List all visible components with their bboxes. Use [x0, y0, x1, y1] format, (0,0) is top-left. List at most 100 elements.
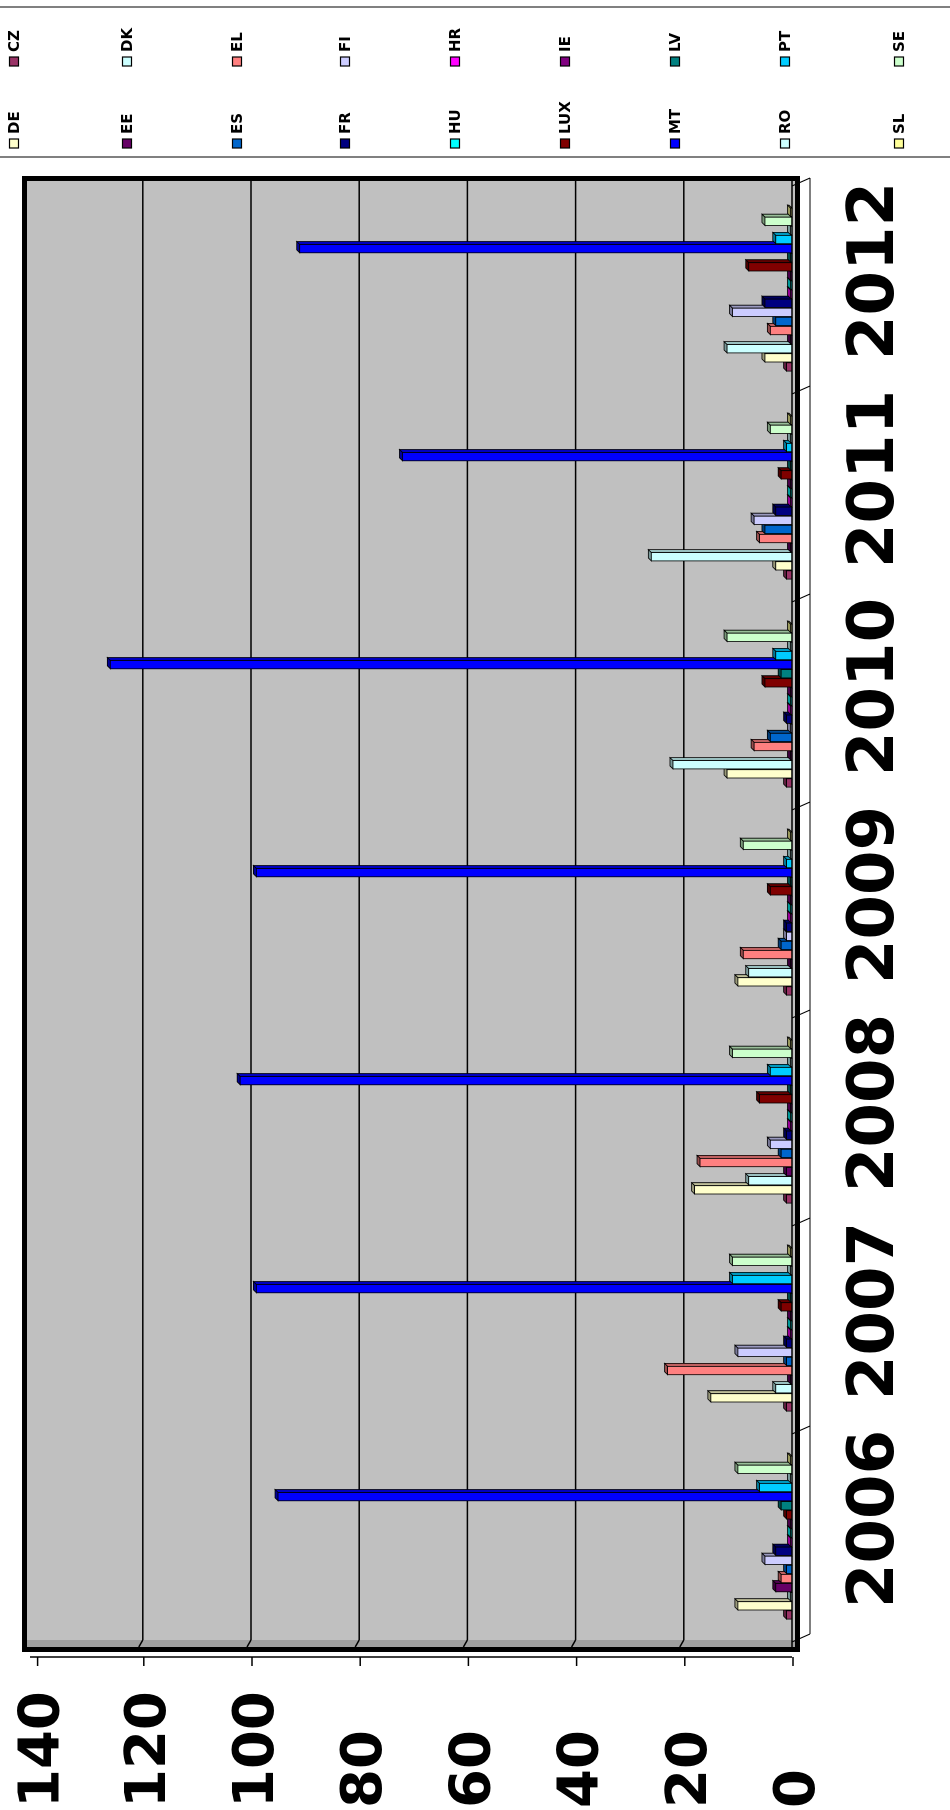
- bar-depth: [663, 1363, 793, 1367]
- legend-item-fi: FI: [336, 36, 354, 67]
- bar: [786, 1564, 793, 1575]
- legend-swatch: [669, 138, 681, 149]
- bar-pt-2006: [755, 1479, 793, 1493]
- bar: [780, 470, 793, 480]
- category-label: 2011: [835, 390, 909, 568]
- legend-item-fr: FR: [336, 112, 354, 149]
- bar: [786, 1510, 793, 1520]
- value-tick-label: 40: [547, 1730, 612, 1808]
- bar-lux-2012: [744, 258, 793, 272]
- bar: [759, 1094, 793, 1104]
- bar-el-2008: [696, 1154, 793, 1168]
- bar: [775, 651, 793, 661]
- legend-swatch: [121, 138, 133, 149]
- bar: [737, 1601, 793, 1611]
- bar: [780, 1501, 793, 1511]
- bar-depth: [733, 1461, 793, 1466]
- bar-se-2006: [733, 1461, 793, 1475]
- category-label: 2008: [835, 1014, 909, 1192]
- gridline-floor: [679, 1639, 685, 1648]
- bar-pt-2010: [771, 647, 793, 661]
- legend-swatch: [339, 56, 351, 67]
- bar-mt-2008: [236, 1072, 793, 1086]
- bar: [786, 1356, 793, 1367]
- legend-label: LUX: [556, 101, 574, 134]
- plot-background: [27, 181, 795, 1647]
- bar: [753, 742, 793, 752]
- legend-item-ee: EE: [118, 114, 136, 149]
- legend-swatch: [121, 56, 133, 67]
- bar: [732, 307, 793, 317]
- bar-se-2010: [723, 629, 793, 643]
- bar: [742, 840, 793, 850]
- bar-de-2006: [733, 1597, 793, 1611]
- category-label: 2009: [835, 806, 909, 984]
- legend-swatch: [8, 138, 20, 149]
- bar: [748, 968, 793, 978]
- bar: [764, 216, 793, 226]
- legend-label: ES: [228, 113, 246, 134]
- bar-pt-2012: [771, 231, 793, 245]
- value-tick-label: 20: [655, 1730, 720, 1808]
- bar: [786, 1402, 793, 1412]
- bar: [748, 1176, 793, 1186]
- value-tick-label: 80: [330, 1730, 395, 1808]
- legend-item-de: DE: [5, 111, 23, 149]
- value-axis: 0 20 40 60 80 100 120 140: [8, 181, 828, 1808]
- bar-depth: [733, 1598, 793, 1603]
- bar: [764, 353, 793, 363]
- bar-fr-2011: [771, 503, 793, 517]
- bar-mt-2010: [106, 656, 793, 670]
- legend-label: RO: [776, 110, 794, 134]
- bar: [759, 1483, 793, 1493]
- legend-swatch: [779, 56, 791, 67]
- legend-label: EL: [228, 32, 246, 52]
- bar-depth: [398, 449, 793, 453]
- bar-el-2009: [739, 946, 793, 960]
- legend-label: FR: [336, 112, 354, 134]
- value-tick-label: 60: [438, 1730, 503, 1808]
- legend-item-hr: HR: [446, 27, 464, 67]
- bar: [786, 362, 793, 372]
- category-tick: [791, 801, 811, 811]
- bar-fr-2009: [782, 919, 793, 933]
- bar-depth: [106, 657, 793, 661]
- bar: [780, 669, 793, 679]
- value-tick-label: 120: [114, 1691, 179, 1808]
- bar-mt-2012: [295, 240, 793, 254]
- bar-pt-2007: [728, 1271, 793, 1285]
- bar-lux-2009: [766, 882, 793, 896]
- bar: [775, 1384, 793, 1394]
- bar-dk-2008: [744, 1172, 793, 1186]
- category-tick: [791, 593, 811, 603]
- bar-mt-2009: [252, 864, 793, 878]
- legend-swatch: [231, 56, 243, 67]
- bar: [764, 1555, 793, 1565]
- category-label: 2007: [835, 1222, 909, 1400]
- bar: [699, 1158, 793, 1168]
- bar-depth: [744, 965, 793, 969]
- bar-fr-2012: [760, 295, 793, 309]
- bar: [753, 515, 793, 525]
- legend-item-ro: RO: [776, 110, 794, 149]
- bar: [775, 1583, 793, 1593]
- bar: [694, 1185, 793, 1195]
- bar-es-2010: [766, 729, 793, 743]
- bar: [786, 1610, 793, 1620]
- legend-swatch: [559, 56, 571, 67]
- bar: [239, 1076, 793, 1086]
- bar-depth: [728, 1253, 793, 1258]
- plot-area: [22, 176, 800, 1652]
- bar: [726, 344, 793, 354]
- gridline-floor: [246, 1639, 252, 1648]
- bar: [726, 632, 793, 642]
- legend-swatch: [669, 56, 681, 67]
- bar-dk-2011: [647, 548, 793, 562]
- bar: [710, 1393, 793, 1403]
- bar-dk-2009: [744, 964, 793, 978]
- bar-depth: [274, 1489, 793, 1493]
- bar-depth: [696, 1155, 793, 1159]
- legend-label: DK: [118, 27, 136, 52]
- category-tick: [791, 1217, 811, 1227]
